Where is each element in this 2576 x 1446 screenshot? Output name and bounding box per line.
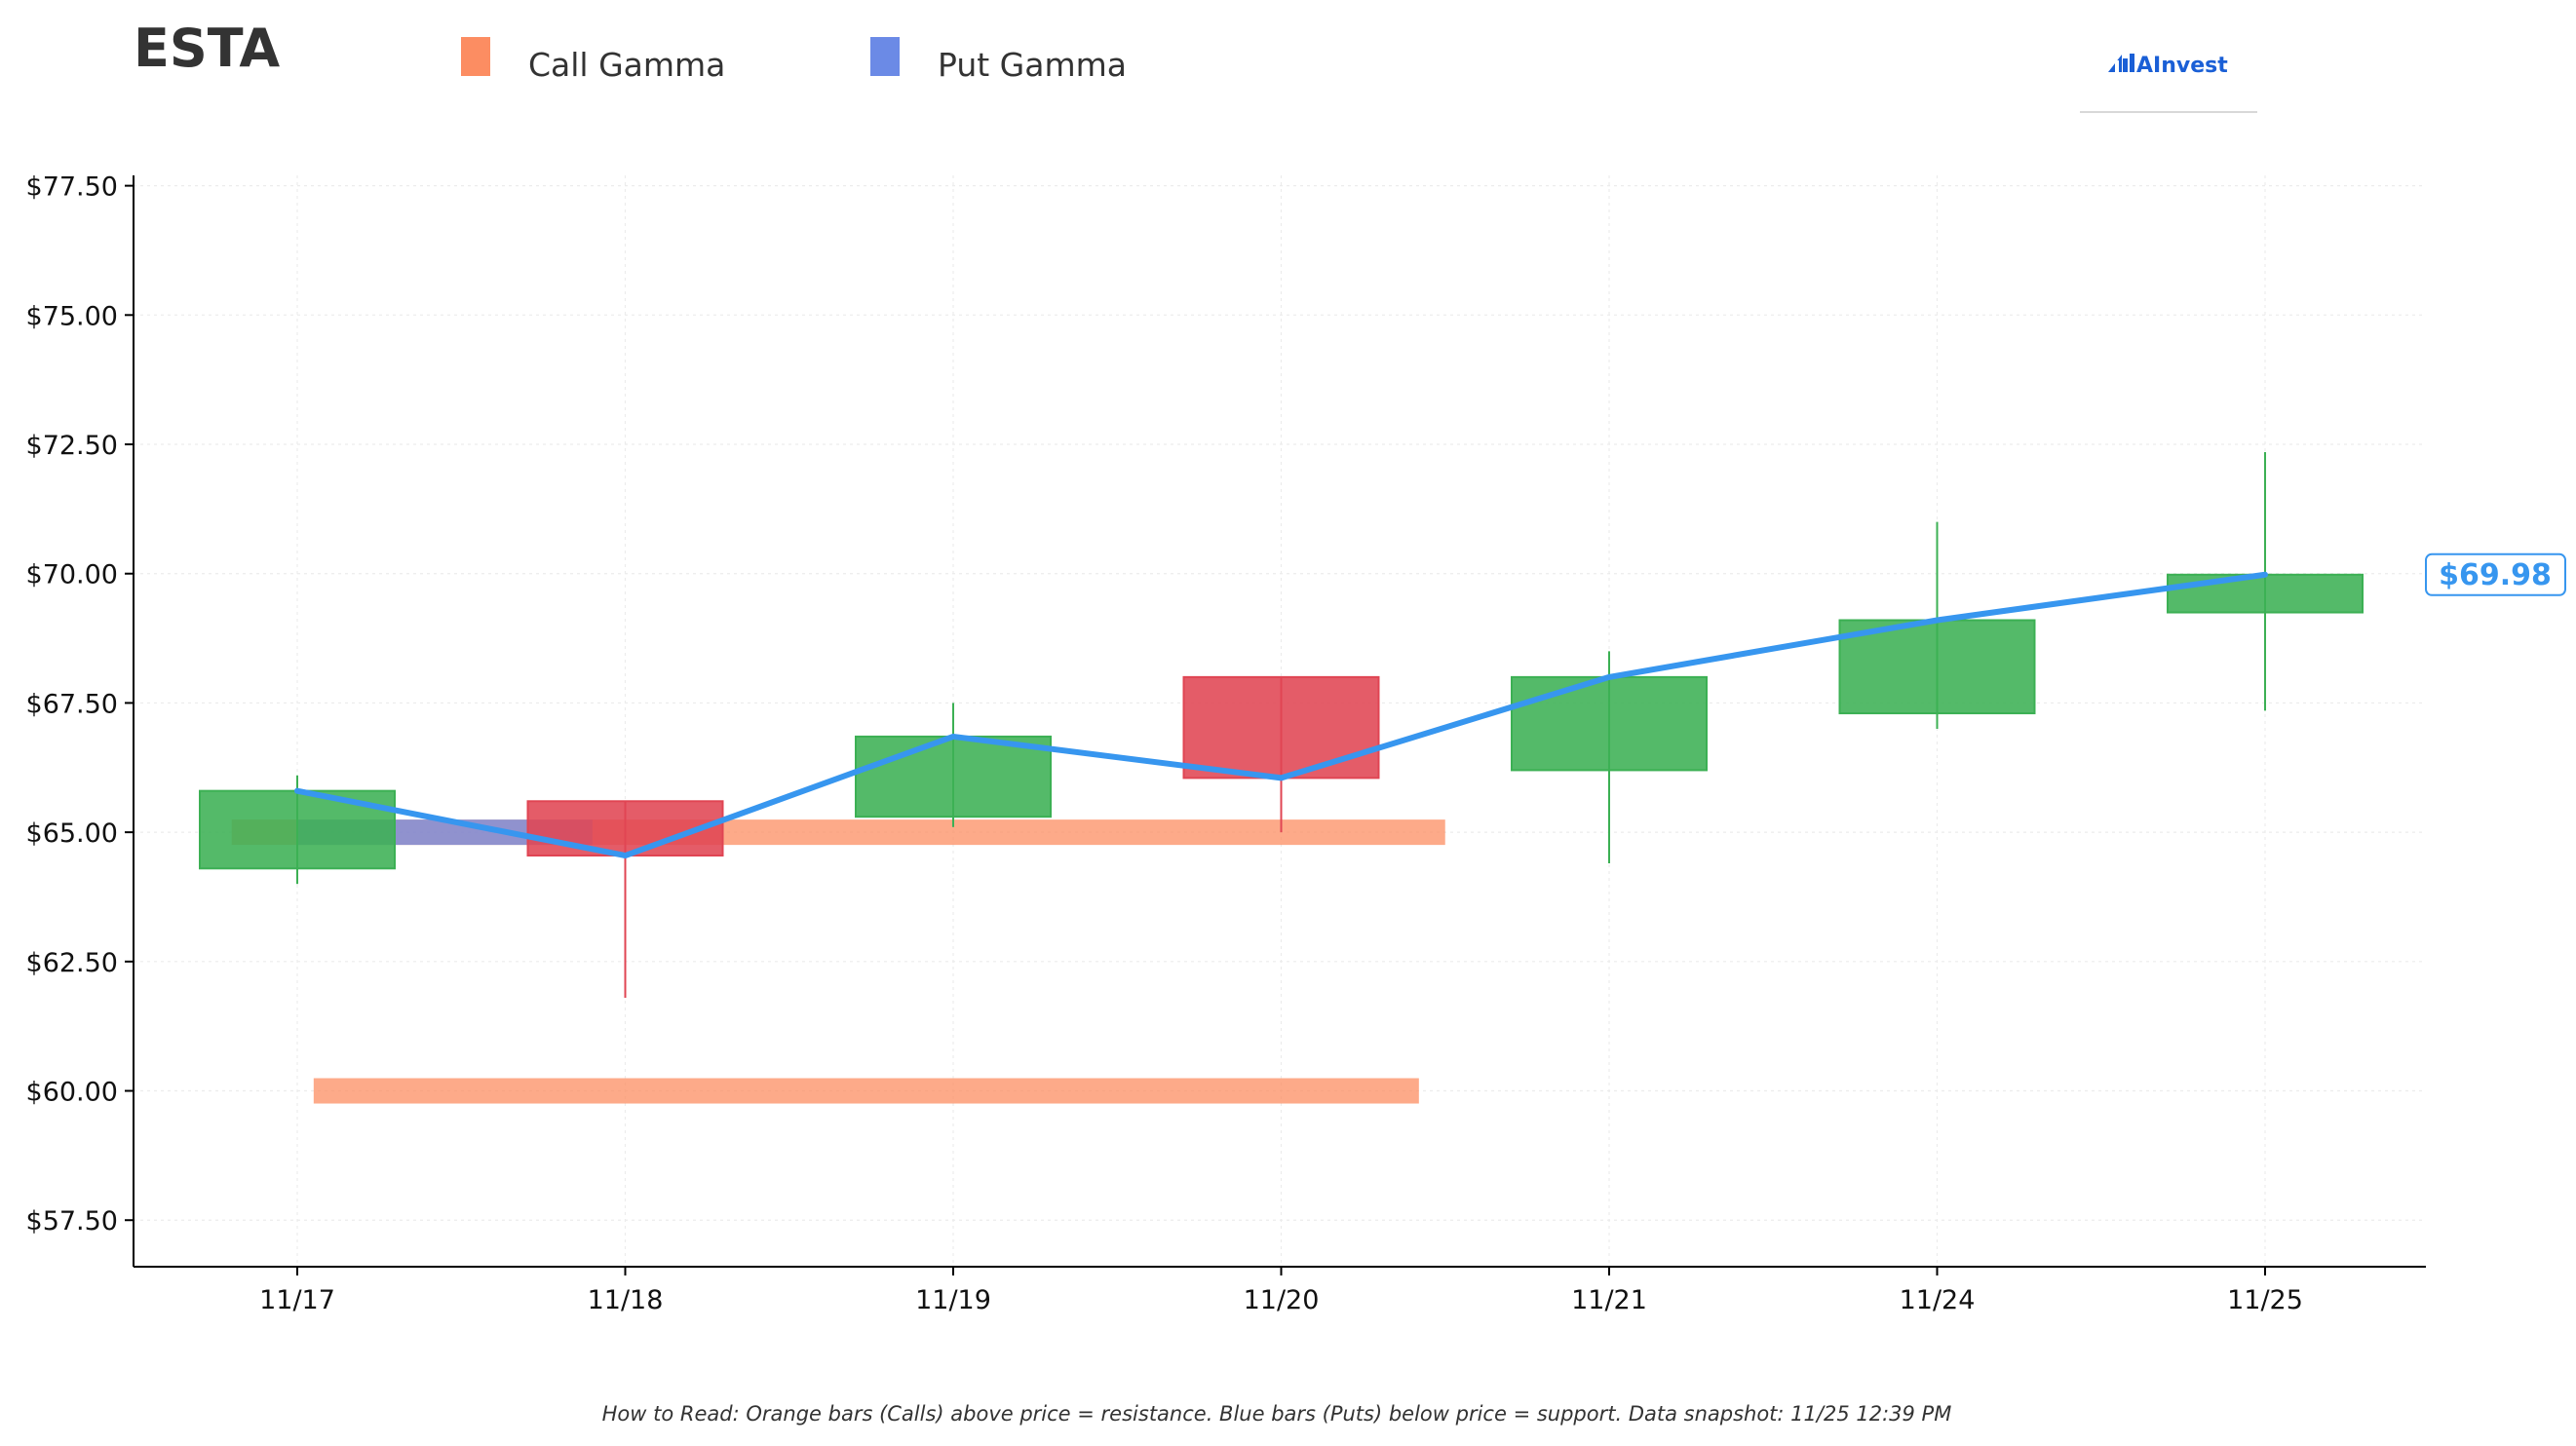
- candle-body: [1182, 675, 1380, 780]
- last-price-tag: $69.98: [2425, 552, 2566, 596]
- last-price-label: $69.98: [2439, 558, 2552, 592]
- y-tick-label: $72.50: [26, 431, 118, 461]
- x-tick-label: 11/20: [1244, 1285, 1320, 1315]
- x-tick-label: 11/19: [915, 1285, 991, 1315]
- last-price-box: [2425, 552, 2566, 596]
- chart-title: ESTA: [134, 18, 280, 79]
- x-tick-label: 11/24: [1900, 1285, 1976, 1315]
- ainvest-logo-icon: [2108, 54, 2134, 72]
- y-tick-label: $75.00: [26, 301, 118, 331]
- candle-body: [1511, 675, 1708, 772]
- call-gamma-bar: [313, 1078, 1419, 1104]
- x-ticks: 11/17 11/18 11/19 11/20 11/21 11/24 11/25: [259, 1267, 2303, 1315]
- y-tick-label: $77.50: [26, 172, 118, 203]
- legend-put-swatch: [870, 37, 900, 76]
- y-tick-label: $70.00: [26, 560, 118, 590]
- candle-body: [855, 735, 1052, 818]
- candle-body: [1838, 619, 2036, 715]
- x-tick-label: 11/17: [259, 1285, 335, 1315]
- y-tick-label: $60.00: [26, 1078, 118, 1108]
- candle-body: [2167, 573, 2364, 614]
- legend-put-label: Put Gamma: [938, 46, 1127, 84]
- axes: [133, 175, 2426, 1268]
- footnote: How to Read: Orange bars (Calls) above p…: [602, 1402, 1952, 1426]
- ainvest-logo-text: AInvest: [2136, 54, 2228, 78]
- legend-call-label: Call Gamma: [528, 46, 725, 84]
- ainvest-logo: AInvest: [2080, 54, 2257, 113]
- price-line-layer: [294, 571, 2268, 859]
- y-tick-label: $65.00: [26, 818, 118, 849]
- x-tick-label: 11/25: [2227, 1285, 2303, 1315]
- gamma-bars: [231, 819, 1445, 1104]
- price-line: [294, 571, 2268, 859]
- x-tick-label: 11/18: [588, 1285, 664, 1315]
- y-tick-label: $67.50: [26, 689, 118, 719]
- y-tick-label: $62.50: [26, 948, 118, 978]
- legend-call-swatch: [461, 37, 490, 76]
- y-ticks: $57.50 $60.00 $62.50 $65.00 $67.50 $70.00 $72.…: [26, 172, 134, 1237]
- x-tick-label: 11/21: [1571, 1285, 1647, 1315]
- y-tick-label: $57.50: [26, 1206, 118, 1237]
